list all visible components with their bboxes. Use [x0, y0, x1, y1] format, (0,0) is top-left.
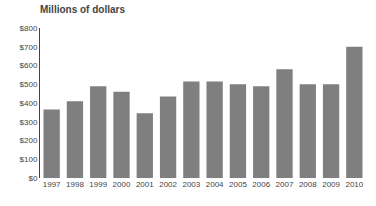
svg-text:2001: 2001	[136, 180, 154, 189]
svg-text:2002: 2002	[159, 180, 177, 189]
svg-text:2004: 2004	[206, 180, 224, 189]
svg-text:2007: 2007	[276, 180, 294, 189]
svg-text:2005: 2005	[229, 180, 247, 189]
svg-text:2000: 2000	[113, 180, 131, 189]
svg-text:2009: 2009	[322, 180, 340, 189]
svg-text:$400: $400	[20, 99, 38, 108]
svg-text:$700: $700	[20, 43, 38, 52]
svg-text:2010: 2010	[345, 180, 363, 189]
svg-text:$800: $800	[20, 24, 38, 33]
svg-text:1998: 1998	[66, 180, 84, 189]
svg-text:$600: $600	[20, 61, 38, 70]
svg-text:$300: $300	[20, 118, 38, 127]
svg-text:$100: $100	[20, 155, 38, 164]
svg-text:1997: 1997	[43, 180, 61, 189]
svg-text:$200: $200	[20, 136, 38, 145]
svg-text:2008: 2008	[299, 180, 317, 189]
svg-text:2003: 2003	[182, 180, 200, 189]
svg-text:$0: $0	[28, 174, 37, 183]
svg-text:1999: 1999	[89, 180, 107, 189]
svg-text:2006: 2006	[252, 180, 270, 189]
svg-text:$500: $500	[20, 80, 38, 89]
svg-text:Millions of dollars: Millions of dollars	[40, 4, 125, 15]
